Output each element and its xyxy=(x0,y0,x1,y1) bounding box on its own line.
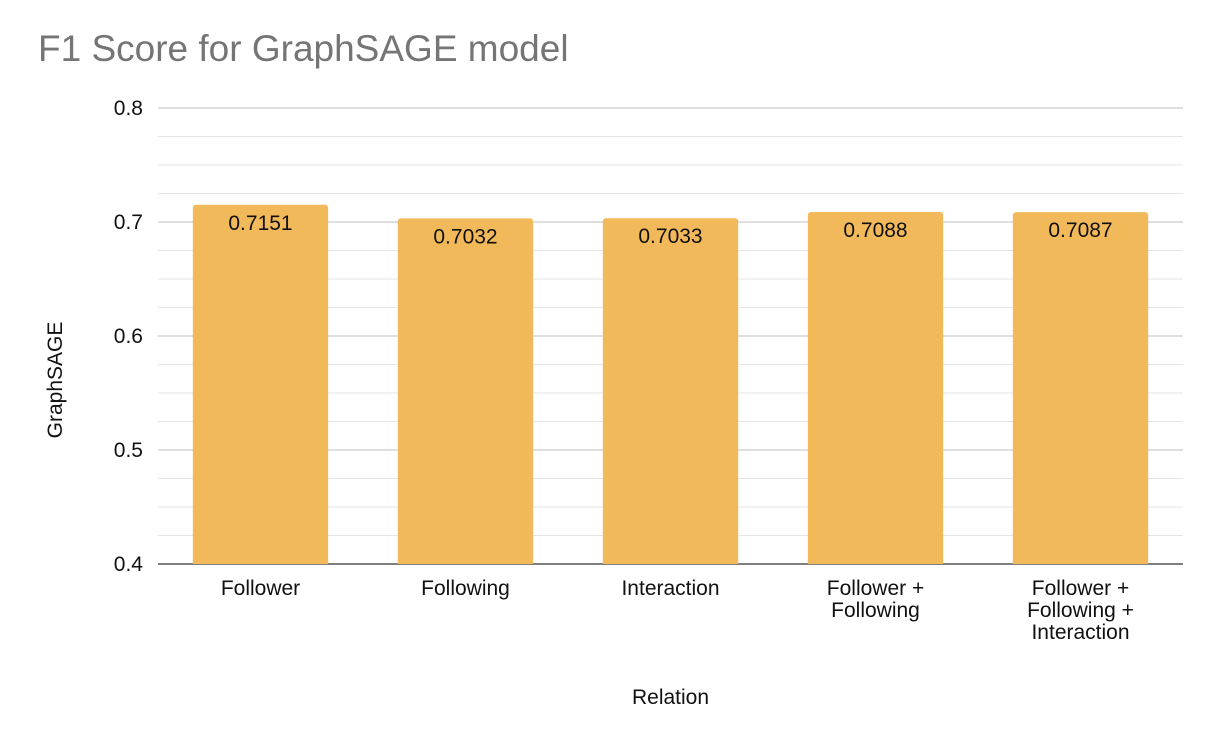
bar xyxy=(1012,212,1149,564)
x-category-label-line: Following xyxy=(831,599,920,622)
y-tick-labels: 0.4 0.5 0.6 0.7 0.8 xyxy=(114,97,144,576)
x-category-label: Interaction xyxy=(621,577,719,600)
chart-title: F1 Score for GraphSAGE model xyxy=(38,28,569,69)
data-label: 0.7151 xyxy=(228,212,292,235)
x-axis-title: Relation xyxy=(632,686,709,709)
bars: 0.7151 0.7032 0.7033 0.7088 0.7087 xyxy=(192,204,1149,565)
x-category-label-line: Follower xyxy=(221,577,300,600)
x-category-label: Following xyxy=(421,577,510,600)
data-label: 0.7088 xyxy=(843,219,907,242)
bar xyxy=(397,218,534,565)
data-label: 0.7032 xyxy=(433,225,497,248)
bar xyxy=(602,218,739,564)
x-category-label-line: Following + xyxy=(1027,599,1134,622)
bar xyxy=(807,211,944,564)
bar-base xyxy=(602,560,739,564)
y-tick-label: 0.6 xyxy=(114,325,143,348)
y-tick-label: 0.7 xyxy=(114,211,143,234)
x-category-label-line: Follower + xyxy=(1032,577,1129,600)
y-tick-label: 0.5 xyxy=(114,439,143,462)
bar-base xyxy=(807,560,944,564)
data-label: 0.7033 xyxy=(638,225,702,248)
bar-base xyxy=(397,560,534,564)
bar xyxy=(192,204,329,564)
y-tick-label: 0.8 xyxy=(114,97,143,120)
x-category-label: Follower + Following + Interaction xyxy=(1027,577,1134,644)
y-tick-label: 0.4 xyxy=(114,553,144,576)
x-category-label: Follower + Following xyxy=(827,577,924,622)
y-axis-title: GraphSAGE xyxy=(44,322,67,439)
x-category-label-line: Interaction xyxy=(621,577,719,600)
x-category-label-line: Follower + xyxy=(827,577,924,600)
x-category-label-line: Interaction xyxy=(1031,621,1129,644)
bar-base xyxy=(192,560,329,564)
x-category-labels: Follower Following Interaction Follower + Fo… xyxy=(221,577,1134,644)
data-label: 0.7087 xyxy=(1048,219,1112,242)
x-category-label-line: Following xyxy=(421,577,510,600)
x-category-label: Follower xyxy=(221,577,300,600)
bar-base xyxy=(1012,560,1149,564)
